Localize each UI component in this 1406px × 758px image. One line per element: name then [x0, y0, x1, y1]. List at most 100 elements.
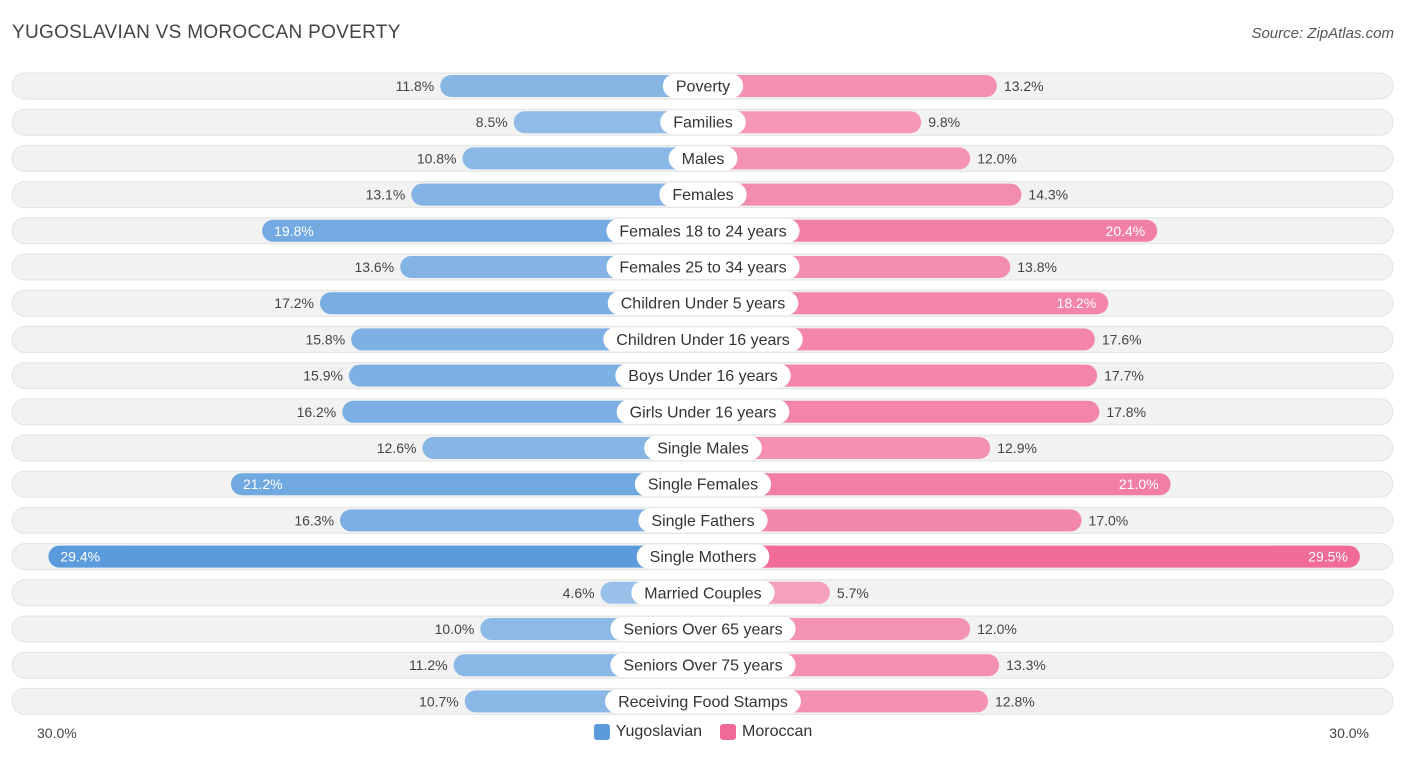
category-label: Seniors Over 75 years	[623, 658, 782, 675]
value-label-moroccan: 18.2%	[1057, 295, 1097, 311]
value-label-moroccan: 12.9%	[997, 440, 1037, 456]
bar-moroccan[interactable]	[703, 219, 1158, 242]
category-label-bg	[603, 327, 803, 352]
value-label-moroccan: 13.8%	[1017, 259, 1057, 275]
bar-yugoslavian[interactable]	[340, 509, 703, 532]
category-label: Single Mothers	[650, 549, 757, 566]
bar-yugoslavian[interactable]	[422, 437, 703, 459]
bar-moroccan[interactable]	[703, 75, 997, 97]
category-label: Families	[673, 115, 733, 132]
value-label-yugoslavian: 21.2%	[243, 476, 283, 492]
value-label-moroccan: 29.5%	[1308, 549, 1348, 565]
row-females: Females 13.1% 14.3%	[11, 181, 1394, 209]
category-label: Boys Under 16 years	[628, 368, 777, 385]
bar-moroccan[interactable]	[703, 364, 1098, 387]
bar-moroccan[interactable]	[703, 147, 971, 170]
row-children-under-5-years: Children Under 5 years 17.2% 18.2%	[11, 289, 1394, 317]
value-label-yugoslavian: 15.9%	[303, 368, 343, 384]
row-married-couples: Married Couples 4.6% 5.7%	[11, 579, 1394, 607]
bar-yugoslavian[interactable]	[411, 183, 703, 206]
value-label-yugoslavian: 4.6%	[563, 585, 595, 601]
bar-yugoslavian[interactable]	[320, 292, 703, 315]
bar-moroccan[interactable]	[703, 111, 922, 134]
category-label: Females 25 to 34 years	[619, 260, 786, 277]
value-label-moroccan: 12.8%	[995, 693, 1035, 709]
value-label-moroccan: 17.7%	[1104, 368, 1144, 384]
value-label-moroccan: 17.6%	[1102, 331, 1142, 347]
category-label-bg	[631, 580, 775, 605]
category-label: Girls Under 16 years	[630, 404, 777, 421]
row-seniors-over-75-years: Seniors Over 75 years 11.2% 13.3%	[11, 651, 1394, 679]
legend-swatch-yugoslavian	[593, 724, 610, 740]
category-label-bg	[616, 399, 790, 424]
legend-label-moroccan: Moroccan	[742, 723, 813, 740]
bar-yugoslavian[interactable]	[48, 545, 704, 568]
category-label-bg	[607, 291, 799, 316]
row-seniors-over-65-years: Seniors Over 65 years 10.0% 12.0%	[11, 615, 1394, 643]
bar-moroccan[interactable]	[703, 400, 1100, 423]
bar-moroccan[interactable]	[703, 473, 1171, 496]
bar-yugoslavian[interactable]	[342, 400, 703, 423]
value-label-yugoslavian: 29.4%	[60, 549, 100, 565]
value-label-moroccan: 17.0%	[1089, 512, 1129, 528]
row-single-females: Single Females 21.2% 21.0%	[11, 470, 1394, 498]
value-label-moroccan: 12.0%	[977, 621, 1017, 637]
category-label-bg	[605, 689, 801, 714]
row-girls-under-16-years: Girls Under 16 years 16.2% 17.8%	[11, 398, 1394, 426]
value-label-yugoslavian: 11.2%	[409, 657, 448, 673]
row-single-fathers: Single Fathers 16.3% 17.0%	[11, 506, 1394, 534]
bar-moroccan[interactable]	[703, 437, 991, 459]
category-label: Children Under 16 years	[616, 332, 789, 349]
row-single-mothers: Single Mothers 29.4% 29.5%	[11, 543, 1394, 571]
value-label-yugoslavian: 12.6%	[377, 440, 417, 456]
category-label: Married Couples	[644, 585, 761, 602]
category-label: Males	[682, 151, 725, 168]
category-label-bg	[636, 544, 770, 569]
legend-label-yugoslavian: Yugoslavian	[615, 723, 703, 740]
category-label-bg	[644, 436, 762, 460]
bar-yugoslavian[interactable]	[230, 473, 704, 496]
category-label: Single Fathers	[651, 513, 754, 530]
legend-swatch-moroccan	[720, 724, 737, 740]
value-label-moroccan: 13.2%	[1004, 78, 1044, 94]
row-children-under-16-years: Children Under 16 years 15.8% 17.6%	[11, 325, 1394, 353]
bar-moroccan[interactable]	[703, 292, 1109, 315]
value-label-yugoslavian: 19.8%	[274, 223, 314, 239]
bar-moroccan[interactable]	[703, 509, 1082, 532]
row-families: Families 8.5% 9.8%	[11, 108, 1394, 136]
category-label: Single Females	[648, 477, 758, 494]
category-label-bg	[660, 110, 746, 135]
value-label-yugoslavian: 13.6%	[354, 259, 394, 275]
category-label-bg	[662, 74, 744, 98]
bar-moroccan[interactable]	[703, 545, 1360, 568]
category-label-bg	[610, 653, 796, 678]
legend-item-yugoslavian[interactable]: Yugoslavian	[593, 723, 703, 741]
value-label-yugoslavian: 10.0%	[435, 621, 475, 637]
value-label-moroccan: 13.3%	[1006, 657, 1046, 673]
bar-moroccan[interactable]	[703, 183, 1022, 206]
row-boys-under-16-years: Boys Under 16 years 15.9% 17.7%	[11, 362, 1394, 390]
bar-yugoslavian[interactable]	[262, 219, 703, 242]
bar-yugoslavian[interactable]	[462, 147, 703, 170]
row-females-25-to-34-years: Females 25 to 34 years 13.6% 13.8%	[11, 253, 1394, 281]
category-label: Poverty	[676, 79, 730, 96]
bar-yugoslavian[interactable]	[440, 75, 703, 97]
chart-title: YUGOSLAVIAN VS MOROCCAN POVERTY	[12, 22, 401, 43]
value-label-yugoslavian: 13.1%	[366, 187, 406, 203]
value-label-moroccan: 14.3%	[1028, 187, 1068, 203]
bar-yugoslavian[interactable]	[513, 111, 703, 134]
category-label-bg	[668, 146, 738, 171]
category-label-bg	[659, 182, 747, 207]
source-note: Source: ZipAtlas.com	[1251, 25, 1394, 42]
category-label-bg	[638, 508, 768, 533]
value-label-yugoslavian: 10.7%	[419, 693, 459, 709]
row-poverty: Poverty 11.8% 13.2%	[11, 72, 1394, 100]
category-label: Females	[672, 187, 733, 204]
row-males: Males 10.8% 12.0%	[11, 144, 1394, 172]
value-label-yugoslavian: 11.8%	[396, 78, 435, 94]
bar-yugoslavian[interactable]	[348, 364, 703, 387]
axis-left-label: 30.0%	[37, 725, 77, 741]
value-label-yugoslavian: 10.8%	[417, 150, 457, 166]
legend-item-moroccan[interactable]: Moroccan	[720, 723, 812, 741]
value-label-yugoslavian: 16.2%	[297, 404, 337, 420]
